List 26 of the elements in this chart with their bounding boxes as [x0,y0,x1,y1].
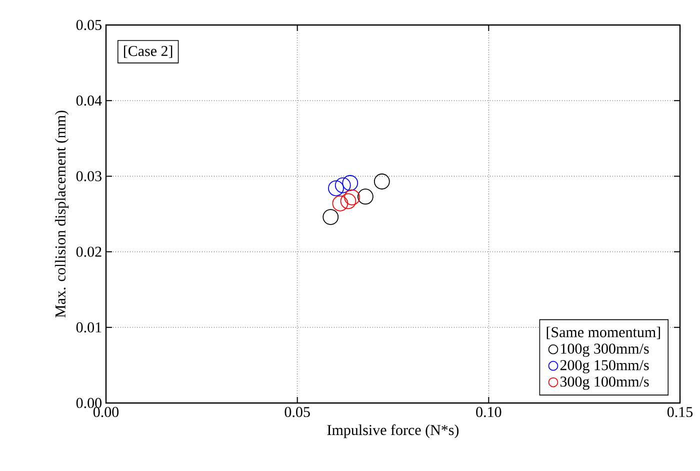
y-tick-label: 0.03 [76,171,102,182]
y-axis-title: Max. collision displacement (mm) [54,110,69,318]
annotation: [Case 2] [124,46,172,58]
y-tick-label: 0.00 [76,398,102,408]
point [322,209,339,225]
x-tick-label: 0.15 [667,406,693,418]
point [358,188,374,205]
x-tick-label: 0.00 [93,406,119,418]
y-tick-label: 0.04 [76,96,102,106]
point [332,195,348,212]
y-tick-label: 0.01 [76,322,102,332]
point [344,189,360,206]
y-tick-label: 0.05 [76,20,102,30]
x-tick-label: 0.05 [284,406,310,418]
y-tick-label: 0.02 [76,246,102,257]
point [340,193,356,210]
x-axis-title: Impulsive force (N*s) [327,424,459,438]
legend-label: 300g 100mm/s [560,376,649,390]
point [328,180,344,196]
point [334,177,351,194]
legend-label: 200g 150mm/s [560,360,649,374]
x-tick-label: 0.10 [476,406,502,418]
legend-label: 100g 300mm/s [561,344,649,357]
point [374,174,390,190]
legend-title: [Same momentum] [546,326,660,340]
point [342,175,358,191]
